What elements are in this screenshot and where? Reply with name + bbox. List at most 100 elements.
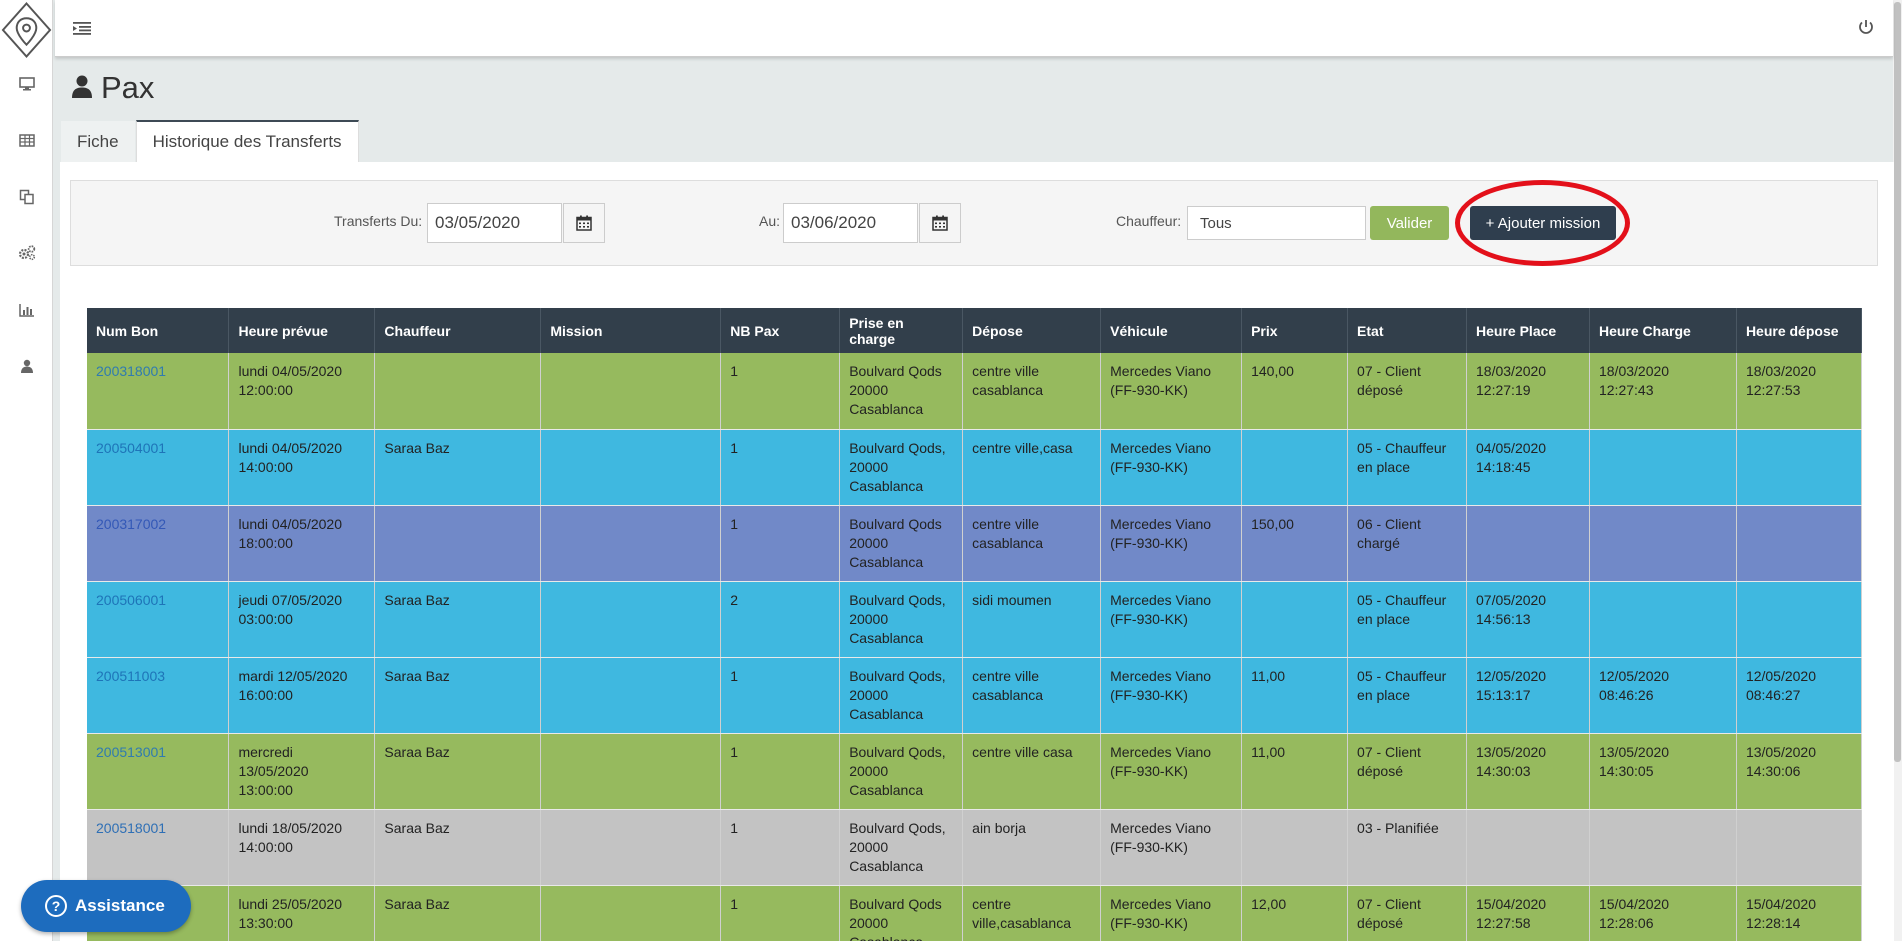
desktop-icon[interactable] (0, 66, 53, 102)
cell-pax: 1 (720, 505, 841, 582)
col-nb-pax[interactable]: NB Pax (720, 308, 841, 353)
cell-prise: Boulvard Qods, 20000 Casablanca (839, 733, 964, 810)
transfers-table: Num Bon Heure prévue Chauffeur Mission N… (87, 308, 1863, 941)
cell-vehicule: Mercedes Viano (FF-930-KK) (1100, 353, 1243, 430)
cell-depose: ain borja (962, 809, 1102, 886)
cell-depose: centre ville casablanca (962, 353, 1102, 430)
col-prix[interactable]: Prix (1241, 308, 1349, 353)
cell-chauffeur (374, 505, 542, 582)
page-title-text: Pax (101, 70, 155, 105)
from-calendar-icon[interactable] (563, 203, 605, 243)
cell-etat: 05 - Chauffeur en place (1347, 657, 1468, 734)
col-heure-prevue[interactable]: Heure prévue (228, 308, 376, 353)
num-bon-link[interactable]: 200317002 (87, 505, 230, 582)
num-bon-link[interactable]: 200513001 (87, 733, 230, 810)
sidebar (0, 0, 53, 941)
cell-vehicule: Mercedes Viano (FF-930-KK) (1100, 429, 1243, 506)
table-row[interactable]: 200513001 mercredi 13/05/2020 13:00:00 S… (87, 733, 1863, 810)
table-row[interactable]: 200317002 lundi 04/05/2020 18:00:00 1 Bo… (87, 505, 1863, 582)
add-mission-button[interactable]: + Ajouter mission (1470, 206, 1616, 240)
table-row[interactable]: 200504001 lundi 04/05/2020 14:00:00 Sara… (87, 429, 1863, 506)
col-vehicule[interactable]: Véhicule (1100, 308, 1243, 353)
col-heure-charge[interactable]: Heure Charge (1589, 308, 1737, 353)
num-bon-link[interactable]: 200504001 (87, 429, 230, 506)
copy-icon[interactable] (0, 179, 53, 215)
cell-place: 13/05/2020 14:30:03 (1466, 733, 1590, 810)
to-date-input[interactable]: 03/06/2020 (783, 203, 918, 243)
cell-vehicule: Mercedes Viano (FF-930-KK) (1100, 809, 1243, 886)
cell-pax: 1 (720, 657, 841, 734)
tab-content: Transferts Du: 03/05/2020 Au: 03/06/2020… (60, 162, 1894, 941)
cell-pax: 1 (720, 353, 841, 430)
cell-prise: Boulvard Qods, 20000 Casablanca (839, 429, 964, 506)
cell-prix: 11,00 (1241, 733, 1349, 810)
cell-prix: 11,00 (1241, 657, 1349, 734)
tab-historique-transferts[interactable]: Historique des Transferts (135, 120, 359, 163)
cell-prix: 140,00 (1241, 353, 1349, 430)
table-row[interactable]: 200511003 mardi 12/05/2020 16:00:00 Sara… (87, 657, 1863, 734)
cell-prise: Boulvard Qods 20000 Casablanca (839, 353, 964, 430)
cell-prix: 12,00 (1241, 885, 1349, 941)
cell-depose: centre ville casablanca (962, 657, 1102, 734)
cell-prise: Boulvard Qods 20000 Casablanca (839, 885, 964, 941)
num-bon-link[interactable]: 200318001 (87, 353, 230, 430)
assistance-button[interactable]: ? Assistance (21, 880, 191, 932)
page-title: Pax (71, 68, 154, 108)
cogs-icon[interactable] (0, 235, 53, 271)
cell-charge: 12/05/2020 08:46:26 (1589, 657, 1737, 734)
col-mission[interactable]: Mission (540, 308, 722, 353)
power-icon[interactable] (1857, 18, 1877, 38)
cell-vehicule: Mercedes Viano (FF-930-KK) (1100, 657, 1243, 734)
question-icon: ? (45, 895, 67, 917)
cell-hdepose (1736, 505, 1863, 582)
col-depose[interactable]: Dépose (962, 308, 1102, 353)
cell-pax: 1 (720, 429, 841, 506)
cell-place (1466, 809, 1590, 886)
col-etat[interactable]: Etat (1347, 308, 1468, 353)
cell-etat: 03 - Planifiée (1347, 809, 1468, 886)
tab-fiche[interactable]: Fiche (60, 120, 136, 163)
cell-place: 12/05/2020 15:13:17 (1466, 657, 1590, 734)
cell-prix (1241, 581, 1349, 658)
cell-hdepose (1736, 809, 1863, 886)
table-row[interactable]: 200318001 lundi 04/05/2020 12:00:00 1 Bo… (87, 353, 1863, 430)
menu-toggle-icon[interactable] (73, 20, 93, 38)
num-bon-link[interactable]: 200511003 (87, 657, 230, 734)
cell-heure: jeudi 07/05/2020 03:00:00 (228, 581, 376, 658)
cell-chauffeur: Saraa Baz (374, 581, 542, 658)
table-row[interactable]: 200518001 lundi 18/05/2020 14:00:00 Sara… (87, 809, 1863, 886)
table-row[interactable]: lundi 25/05/2020 13:30:00 Saraa Baz 1 Bo… (87, 885, 1863, 941)
cell-charge (1589, 505, 1737, 582)
num-bon-link[interactable]: 200506001 (87, 581, 230, 658)
cell-prise: Boulvard Qods, 20000 Casablanca (839, 809, 964, 886)
cell-chauffeur: Saraa Baz (374, 885, 542, 941)
cell-vehicule: Mercedes Viano (FF-930-KK) (1100, 885, 1243, 941)
col-chauffeur[interactable]: Chauffeur (374, 308, 542, 353)
top-navbar (55, 0, 1893, 57)
cell-vehicule: Mercedes Viano (FF-930-KK) (1100, 581, 1243, 658)
from-date-input[interactable]: 03/05/2020 (427, 203, 562, 243)
col-prise-en-charge[interactable]: Prise en charge (839, 308, 964, 353)
cell-etat: 07 - Client déposé (1347, 885, 1468, 941)
cell-depose: centre ville casa (962, 733, 1102, 810)
page-scrollbar[interactable] (1893, 0, 1902, 941)
to-calendar-icon[interactable] (919, 203, 961, 243)
driver-label: Chauffeur: (1116, 213, 1182, 229)
validate-button[interactable]: Valider (1370, 206, 1449, 240)
col-num-bon[interactable]: Num Bon (87, 308, 230, 353)
num-bon-link[interactable]: 200518001 (87, 809, 230, 886)
driver-select[interactable]: Tous (1187, 206, 1366, 240)
scrollbar-thumb[interactable] (1894, 2, 1901, 762)
col-heure-depose[interactable]: Heure dépose (1736, 308, 1863, 353)
col-heure-place[interactable]: Heure Place (1466, 308, 1590, 353)
logo-map-pin-icon[interactable] (1, 1, 52, 58)
assistance-label: Assistance (75, 896, 165, 915)
cell-charge (1589, 809, 1737, 886)
cell-mission (540, 657, 722, 734)
table-row[interactable]: 200506001 jeudi 07/05/2020 03:00:00 Sara… (87, 581, 1863, 658)
table-icon[interactable] (0, 122, 53, 158)
cell-prise: Boulvard Qods, 20000 Casablanca (839, 581, 964, 658)
cell-chauffeur (374, 353, 542, 430)
user-icon[interactable] (0, 348, 53, 384)
bar-chart-icon[interactable] (0, 292, 53, 328)
